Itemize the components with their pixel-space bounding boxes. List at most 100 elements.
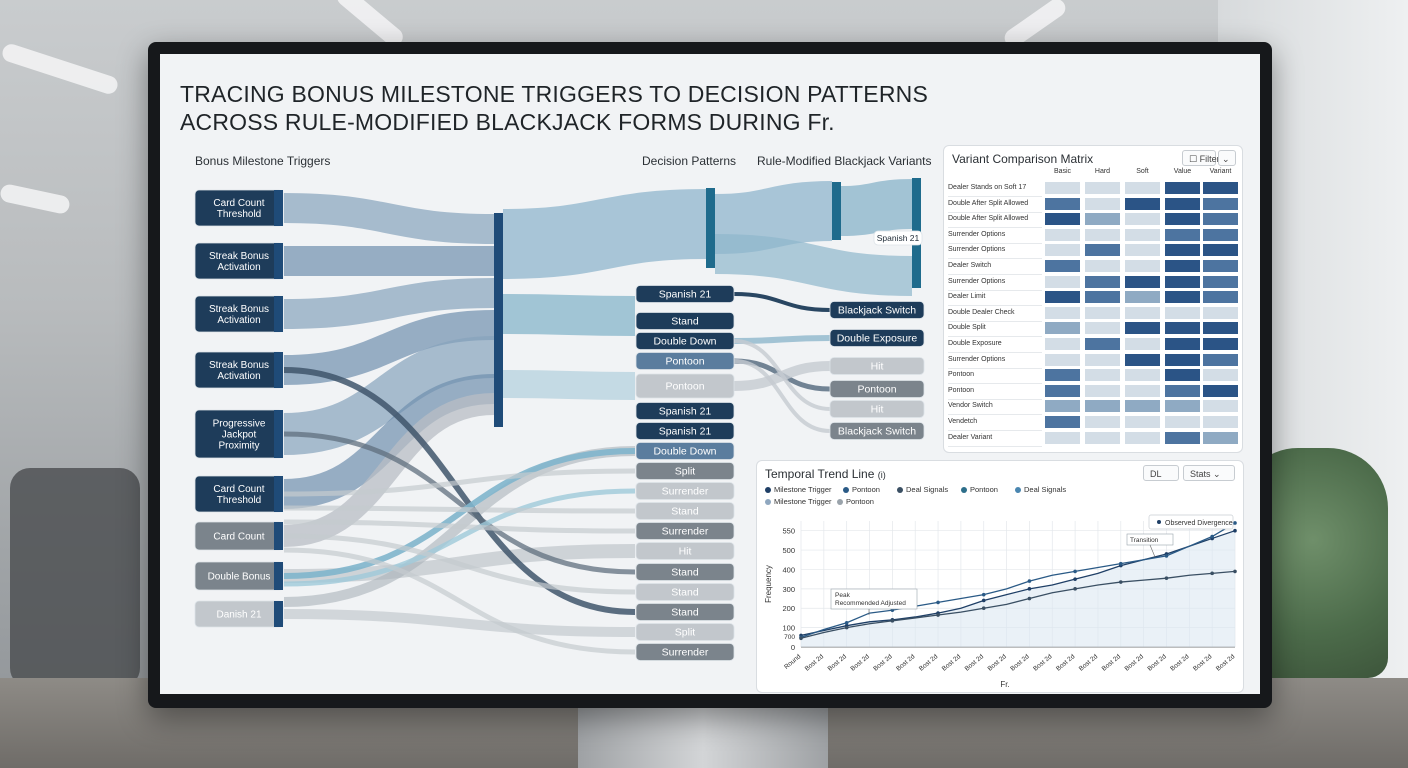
matrix-cell[interactable] bbox=[1202, 321, 1239, 336]
matrix-cell[interactable] bbox=[1124, 305, 1161, 320]
trigger-node[interactable]: Card Count bbox=[194, 521, 284, 551]
data-point[interactable] bbox=[844, 625, 849, 630]
decision-node[interactable]: Stand bbox=[635, 583, 735, 601]
data-point[interactable] bbox=[844, 620, 849, 625]
matrix-cell[interactable] bbox=[1164, 274, 1201, 289]
matrix-cell[interactable] bbox=[1124, 259, 1161, 273]
decision-node[interactable]: Split bbox=[635, 623, 735, 641]
matrix-cell[interactable] bbox=[1044, 430, 1081, 445]
matrix-cell[interactable] bbox=[1202, 337, 1239, 351]
decision-node[interactable]: Stand bbox=[635, 502, 735, 520]
matrix-cell[interactable] bbox=[1202, 399, 1239, 414]
matrix-cell[interactable] bbox=[1124, 274, 1161, 289]
matrix-cell[interactable] bbox=[1202, 430, 1239, 445]
decision-node[interactable]: Hit bbox=[635, 542, 735, 560]
matrix-cell[interactable] bbox=[1084, 352, 1121, 367]
matrix-filter-button[interactable]: ☐ Filter bbox=[1182, 150, 1220, 166]
matrix-cell[interactable] bbox=[1164, 212, 1201, 227]
matrix-cell[interactable] bbox=[1044, 321, 1081, 336]
data-point[interactable] bbox=[936, 613, 940, 617]
matrix-cell[interactable] bbox=[1164, 227, 1201, 242]
matrix-cell[interactable] bbox=[1044, 352, 1081, 367]
matrix-cell[interactable] bbox=[1044, 415, 1081, 429]
decision-node[interactable]: Surrender bbox=[635, 643, 735, 661]
matrix-cell[interactable] bbox=[1202, 212, 1239, 227]
matrix-cell[interactable] bbox=[1164, 196, 1201, 211]
variant-node[interactable]: Blackjack Switch bbox=[829, 422, 925, 440]
matrix-cell[interactable] bbox=[1202, 305, 1239, 320]
matrix-cell[interactable] bbox=[1164, 243, 1201, 258]
matrix-cell[interactable] bbox=[1084, 243, 1121, 258]
data-point[interactable] bbox=[890, 619, 895, 623]
data-point[interactable] bbox=[1118, 580, 1123, 584]
decision-node[interactable]: Spanish 21 bbox=[635, 402, 735, 420]
matrix-cell[interactable] bbox=[1124, 430, 1161, 445]
matrix-cell[interactable] bbox=[1202, 227, 1239, 242]
matrix-cell[interactable] bbox=[1084, 337, 1121, 351]
data-point[interactable] bbox=[1073, 569, 1077, 574]
data-point[interactable] bbox=[1027, 596, 1032, 601]
data-point[interactable] bbox=[1073, 577, 1077, 581]
matrix-cell[interactable] bbox=[1124, 290, 1161, 305]
data-point[interactable] bbox=[1027, 587, 1032, 591]
data-point[interactable] bbox=[1233, 569, 1237, 574]
matrix-cell[interactable] bbox=[1164, 181, 1201, 195]
matrix-cell[interactable] bbox=[1044, 243, 1081, 258]
matrix-cell[interactable] bbox=[1084, 305, 1121, 320]
data-point[interactable] bbox=[799, 636, 803, 641]
matrix-cell[interactable] bbox=[1084, 212, 1121, 227]
matrix-cell[interactable] bbox=[1124, 212, 1161, 227]
decision-node[interactable]: Split bbox=[635, 462, 735, 480]
data-point[interactable] bbox=[936, 600, 940, 605]
data-point[interactable] bbox=[1233, 528, 1237, 533]
matrix-cell[interactable] bbox=[1202, 259, 1239, 273]
variant-node[interactable]: Blackjack Switch bbox=[829, 301, 925, 319]
matrix-cell[interactable] bbox=[1164, 321, 1201, 336]
decision-node[interactable]: Pontoon bbox=[635, 373, 735, 399]
matrix-cell[interactable] bbox=[1084, 383, 1121, 398]
variant-node[interactable]: Pontoon bbox=[829, 380, 925, 398]
data-point[interactable] bbox=[981, 592, 986, 597]
data-point[interactable] bbox=[1027, 579, 1032, 583]
matrix-cell[interactable] bbox=[1164, 290, 1201, 305]
matrix-cell[interactable] bbox=[1164, 430, 1201, 445]
matrix-cell[interactable] bbox=[1202, 274, 1239, 289]
trigger-node[interactable]: Double Bonus bbox=[194, 561, 284, 591]
matrix-cell[interactable] bbox=[1124, 196, 1161, 211]
decision-node[interactable]: Stand bbox=[635, 603, 735, 621]
decision-node[interactable]: Surrender bbox=[635, 522, 735, 540]
matrix-cell[interactable] bbox=[1202, 196, 1239, 211]
matrix-cell[interactable] bbox=[1124, 181, 1161, 195]
decision-node[interactable]: Spanish 21 bbox=[635, 422, 735, 440]
matrix-cell[interactable] bbox=[1124, 243, 1161, 258]
data-point[interactable] bbox=[1164, 554, 1169, 558]
data-point[interactable] bbox=[1210, 571, 1214, 576]
matrix-cell[interactable] bbox=[1124, 415, 1161, 429]
data-point[interactable] bbox=[1233, 521, 1237, 525]
data-point[interactable] bbox=[981, 598, 986, 603]
matrix-cell[interactable] bbox=[1202, 290, 1239, 305]
matrix-cell[interactable] bbox=[1084, 321, 1121, 336]
matrix-cell[interactable] bbox=[1084, 430, 1121, 445]
matrix-cell[interactable] bbox=[1044, 274, 1081, 289]
matrix-cell[interactable] bbox=[1124, 321, 1161, 336]
matrix-cell[interactable] bbox=[1044, 368, 1081, 383]
matrix-cell[interactable] bbox=[1124, 352, 1161, 367]
matrix-cell[interactable] bbox=[1202, 368, 1239, 383]
variant-node[interactable]: Double Exposure bbox=[829, 329, 925, 347]
matrix-cell[interactable] bbox=[1124, 227, 1161, 242]
matrix-cell[interactable] bbox=[1124, 383, 1161, 398]
matrix-cell[interactable] bbox=[1164, 337, 1201, 351]
matrix-cell[interactable] bbox=[1164, 415, 1201, 429]
matrix-cell[interactable] bbox=[1164, 368, 1201, 383]
trend-stats-dropdown[interactable]: Stats ⌄ bbox=[1183, 465, 1235, 481]
matrix-cell[interactable] bbox=[1084, 290, 1121, 305]
data-point[interactable] bbox=[1210, 534, 1214, 539]
data-point[interactable] bbox=[1164, 576, 1169, 580]
data-point[interactable] bbox=[981, 606, 986, 611]
variant-node[interactable]: Hit bbox=[829, 357, 925, 375]
